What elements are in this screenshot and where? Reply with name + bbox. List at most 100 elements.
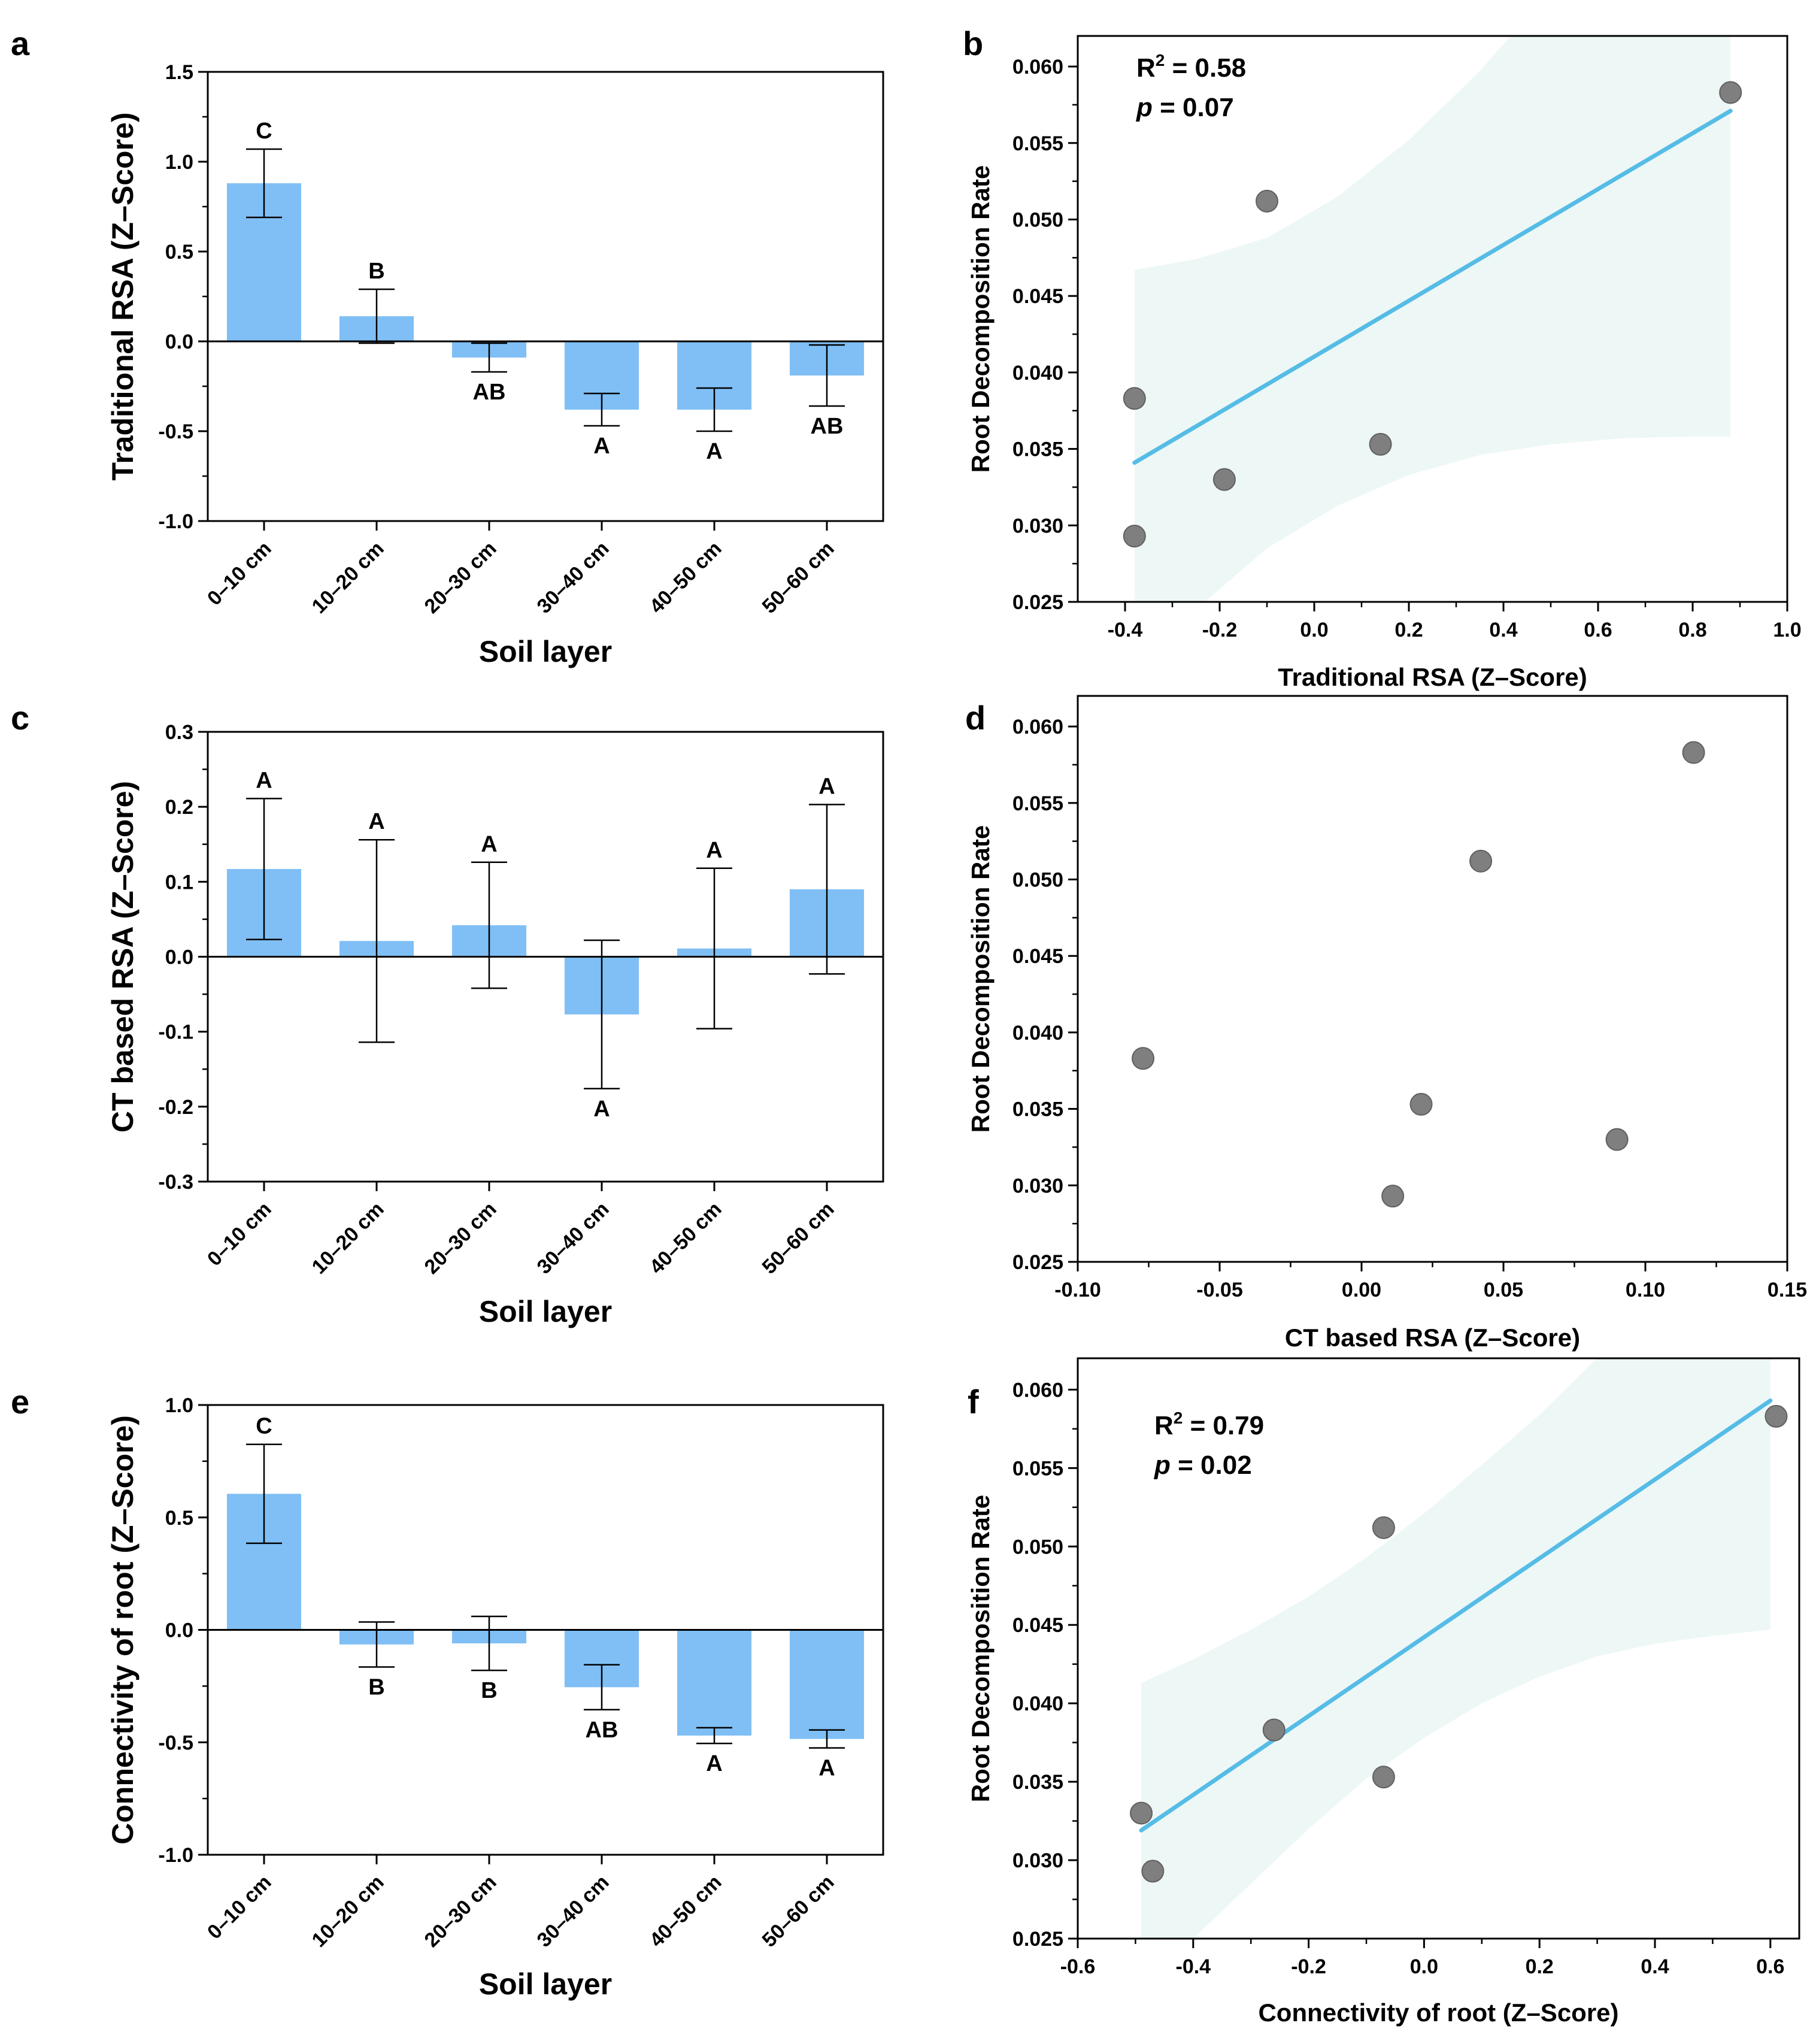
x-tick-label-3: 20–30 cm (420, 537, 501, 618)
x-tick-label: 0.0 (1300, 619, 1328, 641)
scatter-chart-d: d 0.025 0.030 0.035 0.040 0.045 0.050 0.055 0.06… (965, 695, 1807, 1352)
y-tick-label: 0.045 (1012, 285, 1063, 308)
significance-label-3: A (481, 832, 497, 857)
data-point-1 (1130, 1801, 1153, 1825)
y-tick-label: 0.050 (1012, 868, 1063, 891)
confidence-band (1141, 1358, 1771, 1939)
x-axis-title: CT based RSA (Z–Score) (1285, 1324, 1580, 1352)
significance-label-6: A (818, 774, 835, 799)
plot-frame (207, 1404, 884, 1856)
data-point-5 (1372, 1766, 1395, 1789)
scatter-chart-f: f 0.025 0.030 0.035 0.040 0.045 0.050 0.055 0.06… (966, 1357, 1800, 2027)
plot-frame (1077, 1357, 1800, 1940)
confidence-band (1134, 36, 1731, 602)
y-tick-label: 0.050 (1012, 1536, 1063, 1558)
x-tick-label: 0.10 (1626, 1279, 1665, 1301)
data-point-3 (1262, 1718, 1286, 1742)
data-point-6 (1765, 1404, 1788, 1428)
plot-frame (207, 71, 884, 522)
x-tick-label: 0.6 (1756, 1955, 1784, 1978)
bar-chart-c: c -0.3 -0.2 -0.1 0.0 0.1 0.2 0.3 A 0–10 cm A 10–20 … (11, 699, 884, 1328)
bar-6 (789, 1630, 865, 1739)
x-tick-label: 0.4 (1489, 619, 1517, 641)
x-axis-title: Soil layer (479, 635, 612, 668)
y-axis-title: Connectivity of root (Z–Score) (106, 1415, 140, 1845)
data-point-4 (1372, 1516, 1395, 1539)
y-tick-label: -1.0 (158, 510, 193, 533)
x-tick-label-3: 20–30 cm (420, 1198, 501, 1279)
y-tick-label: 0.055 (1012, 132, 1063, 155)
data-point-6 (1682, 741, 1705, 764)
y-tick-label: 0.040 (1012, 362, 1063, 384)
x-tick-label: -0.10 (1054, 1279, 1101, 1301)
significance-label-5: A (706, 838, 722, 863)
significance-label-4: A (593, 434, 610, 459)
x-tick-label: 0.15 (1768, 1279, 1807, 1301)
significance-label-5: A (706, 439, 722, 464)
x-tick-label-1: 0–10 cm (203, 1871, 276, 1944)
fit-line (1139, 1398, 1773, 1833)
x-tick-label: -0.2 (1291, 1955, 1326, 1978)
significance-label-2: A (368, 809, 384, 834)
significance-label-5: A (706, 1751, 722, 1776)
x-tick-label: 0.2 (1526, 1955, 1554, 1978)
data-point-2 (1123, 525, 1146, 548)
r-squared-annotation: R2 = 0.58 (1136, 51, 1246, 83)
x-tick-label-4: 30–40 cm (533, 1198, 614, 1279)
bar-chart-e: e -1.0 -0.5 0.0 0.5 1.0 C 0–10 cm B 10–20 cm B 20–3… (11, 1383, 884, 2001)
x-tick-label-5: 40–50 cm (645, 1198, 726, 1279)
y-tick-label: 0.030 (1012, 1849, 1063, 1872)
plot-frame (207, 731, 884, 1183)
data-point-1 (1132, 1047, 1155, 1070)
x-tick-label: 0.0 (1410, 1955, 1438, 1978)
y-tick-label: 1.5 (165, 61, 193, 84)
x-axis-title: Soil layer (479, 1967, 612, 2001)
y-tick-label: -0.3 (158, 1171, 193, 1194)
y-tick-label: 0.0 (165, 946, 193, 969)
x-axis-title: Connectivity of root (Z–Score) (1258, 1998, 1618, 2027)
y-tick-label: -1.0 (158, 1844, 193, 1867)
significance-label-1: C (256, 119, 272, 144)
y-tick-label: 0.030 (1012, 514, 1063, 537)
data-point-4 (1256, 189, 1278, 213)
y-axis-title: Root Decomposition Rate (966, 1495, 995, 1802)
y-tick-label: 0.040 (1012, 1022, 1063, 1044)
y-axis-title: CT based RSA (Z–Score) (106, 781, 140, 1132)
y-tick-label: 0.035 (1012, 438, 1063, 461)
bar-chart-a: a -1.0 -0.5 0.0 0.5 1.0 1.5 C 0–10 cm B 10–20 cm AB… (11, 25, 884, 668)
data-point-4 (1469, 849, 1493, 873)
data-point-5 (1605, 1128, 1629, 1151)
x-tick-label-5: 40–50 cm (645, 537, 726, 618)
x-tick-label-2: 10–20 cm (308, 537, 389, 618)
y-tick-label: -0.5 (158, 1731, 193, 1754)
y-axis-title: Traditional RSA (Z–Score) (106, 113, 140, 481)
data-point-2 (1381, 1185, 1405, 1208)
significance-label-3: AB (473, 380, 506, 405)
y-tick-label: 0.5 (165, 241, 193, 264)
x-tick-label: 0.8 (1678, 619, 1706, 641)
x-tick-label: 0.05 (1484, 1279, 1523, 1301)
y-tick-label: 0.055 (1012, 792, 1063, 815)
significance-label-2: B (368, 259, 384, 284)
y-tick-label: 0.050 (1012, 208, 1063, 231)
y-tick-label: 0.025 (1012, 1251, 1063, 1274)
significance-label-4: A (593, 1097, 610, 1122)
y-tick-label: 0.030 (1012, 1174, 1063, 1197)
x-axis-title: Traditional RSA (Z–Score) (1278, 663, 1587, 691)
y-tick-label: -0.2 (158, 1096, 193, 1119)
significance-label-6: AB (811, 414, 844, 439)
x-tick-label: 0.4 (1641, 1955, 1669, 1978)
y-tick-label: 0.035 (1012, 1098, 1063, 1121)
x-tick-label-2: 10–20 cm (308, 1871, 389, 1952)
x-tick-label: -0.4 (1108, 619, 1143, 641)
p-value-annotation: p = 0.02 (1154, 1451, 1252, 1480)
r-squared-annotation: R2 = 0.79 (1154, 1409, 1264, 1440)
y-tick-label: 0.040 (1012, 1692, 1063, 1715)
panel-letter: d (965, 699, 986, 737)
x-tick-label-3: 20–30 cm (420, 1871, 501, 1952)
y-tick-label: 0.060 (1012, 716, 1063, 738)
significance-label-3: B (481, 1678, 497, 1703)
x-tick-label: 0.2 (1394, 619, 1423, 641)
x-tick-label: 1.0 (1773, 619, 1801, 641)
